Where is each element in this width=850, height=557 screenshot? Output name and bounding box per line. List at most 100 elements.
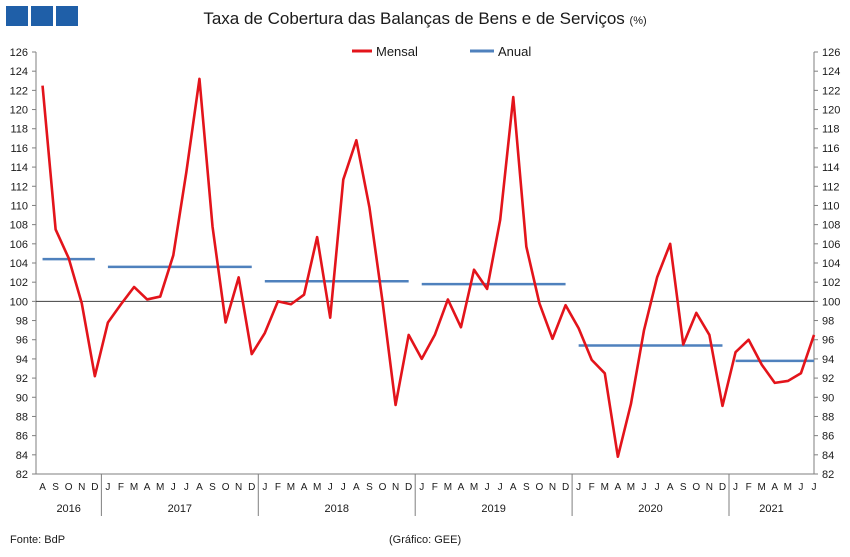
month-tick-label: A — [458, 482, 465, 493]
y-tick-label-right: 100 — [822, 296, 840, 308]
y-tick-label-left: 126 — [10, 47, 28, 59]
month-tick-label: A — [667, 482, 674, 493]
chart-unit: (%) — [629, 15, 647, 27]
y-tick-label-left: 114 — [10, 162, 28, 174]
month-tick-label: M — [287, 482, 295, 493]
month-tick-label: A — [196, 482, 203, 493]
y-tick-label-left: 98 — [16, 316, 28, 328]
month-tick-label: A — [39, 482, 46, 493]
month-tick-label: J — [498, 482, 503, 493]
month-tick-label: M — [784, 482, 792, 493]
month-tick-label: D — [719, 482, 726, 493]
y-tick-label-left: 118 — [10, 124, 28, 136]
year-label: 2017 — [168, 503, 192, 515]
month-tick-label: O — [379, 482, 387, 493]
month-tick-label: D — [248, 482, 255, 493]
y-tick-label-left: 124 — [10, 66, 28, 78]
chart-title: Taxa de Cobertura das Balanças de Bens e… — [0, 9, 850, 29]
month-tick-label: S — [366, 482, 373, 493]
y-tick-label-left: 104 — [10, 258, 28, 270]
y-tick-label-right: 96 — [822, 335, 834, 347]
chart-title-text: Taxa de Cobertura das Balanças de Bens e… — [203, 9, 625, 28]
month-tick-label: A — [615, 482, 622, 493]
month-tick-label: F — [432, 482, 438, 493]
month-tick-label: O — [692, 482, 700, 493]
y-tick-label-left: 82 — [16, 469, 28, 481]
month-tick-label: N — [549, 482, 556, 493]
mensal-series-line — [41, 77, 816, 459]
month-tick-label: M — [470, 482, 478, 493]
y-tick-label-right: 124 — [822, 66, 840, 78]
y-tick-label-right: 112 — [822, 181, 840, 193]
y-tick-label-right: 122 — [822, 85, 840, 97]
month-tick-label: F — [275, 482, 281, 493]
month-tick-label: F — [589, 482, 595, 493]
year-label: 2018 — [324, 503, 348, 515]
month-tick-label: J — [105, 482, 110, 493]
y-tick-label-right: 108 — [822, 220, 840, 232]
gee-logo-icon — [6, 6, 78, 26]
month-tick-label: J — [655, 482, 660, 493]
month-tick-label: S — [680, 482, 687, 493]
month-tick-label: J — [419, 482, 424, 493]
month-tick-label: F — [118, 482, 124, 493]
y-tick-label-left: 84 — [16, 450, 28, 462]
month-tick-label: J — [812, 482, 817, 493]
month-tick-label: J — [576, 482, 581, 493]
month-tick-label: J — [262, 482, 267, 493]
source-note: Fonte: BdP — [10, 534, 66, 546]
y-tick-label-right: 110 — [822, 200, 840, 212]
month-tick-label: M — [156, 482, 164, 493]
legend-label-mensal: Mensal — [376, 44, 418, 59]
month-tick-label: M — [758, 482, 766, 493]
month-tick-label: A — [301, 482, 308, 493]
y-tick-label-right: 84 — [822, 450, 834, 462]
month-tick-label: J — [328, 482, 333, 493]
month-tick-label: J — [642, 482, 647, 493]
year-label: 2016 — [56, 503, 80, 515]
y-tick-label-left: 100 — [10, 296, 28, 308]
y-tick-label-left: 108 — [10, 220, 28, 232]
month-tick-label: J — [485, 482, 490, 493]
month-tick-label: S — [523, 482, 530, 493]
month-tick-label: J — [171, 482, 176, 493]
y-tick-label-right: 104 — [822, 258, 840, 270]
y-tick-label-left: 102 — [10, 277, 28, 289]
y-tick-label-right: 86 — [822, 431, 834, 443]
y-tick-label-right: 120 — [822, 105, 840, 117]
y-tick-label-left: 112 — [10, 181, 28, 193]
year-label: 2021 — [759, 503, 783, 515]
month-tick-label: N — [235, 482, 242, 493]
month-tick-label: S — [52, 482, 59, 493]
y-tick-label-left: 86 — [16, 431, 28, 443]
month-tick-label: S — [209, 482, 216, 493]
y-tick-label-right: 98 — [822, 316, 834, 328]
y-tick-label-left: 122 — [10, 85, 28, 97]
legend-label-anual: Anual — [498, 44, 531, 59]
year-label: 2020 — [638, 503, 662, 515]
month-tick-label: M — [130, 482, 138, 493]
month-tick-label: F — [746, 482, 752, 493]
month-tick-label: N — [706, 482, 713, 493]
month-tick-label: M — [627, 482, 635, 493]
month-tick-label: M — [313, 482, 321, 493]
year-label: 2019 — [481, 503, 505, 515]
y-tick-label-left: 96 — [16, 335, 28, 347]
month-tick-label: A — [144, 482, 151, 493]
month-tick-label: O — [222, 482, 230, 493]
y-tick-label-right: 118 — [822, 124, 840, 136]
y-tick-label-left: 120 — [10, 105, 28, 117]
month-tick-label: D — [405, 482, 412, 493]
y-tick-label-right: 88 — [822, 411, 834, 423]
month-tick-label: N — [78, 482, 85, 493]
month-tick-label: O — [536, 482, 544, 493]
chart-credit: (Gráfico: GEE) — [389, 534, 462, 546]
y-tick-label-right: 102 — [822, 277, 840, 289]
y-tick-label-right: 106 — [822, 239, 840, 251]
month-tick-label: A — [353, 482, 360, 493]
y-tick-label-right: 82 — [822, 469, 834, 481]
month-tick-label: A — [771, 482, 778, 493]
month-tick-label: J — [184, 482, 189, 493]
y-tick-label-left: 90 — [16, 392, 28, 404]
